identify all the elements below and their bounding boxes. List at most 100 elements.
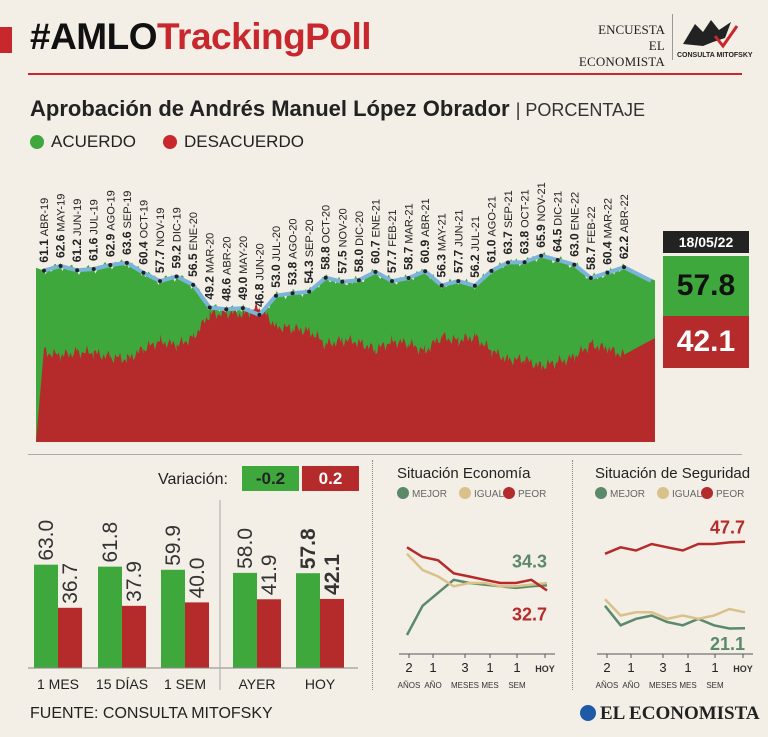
x-tick-top: 3 — [659, 660, 666, 675]
bar-category: 1 SEM — [164, 676, 206, 692]
point-label: 57.7 FEB-21 — [385, 209, 399, 273]
point-value: 53.0 — [269, 264, 283, 288]
legend-label: PEOR — [716, 489, 744, 500]
point-label: 49.0 MAY-20 — [236, 236, 250, 300]
x-tick-bottom: AÑOS — [398, 681, 421, 690]
eagle-icon — [683, 20, 739, 49]
data-point — [42, 268, 46, 273]
point-value: 54.3 — [302, 260, 316, 284]
bar-agree-label: 57.8 — [297, 528, 320, 569]
point-date: NOV-19 — [155, 208, 167, 247]
bar-disagree-label: 42.1 — [321, 554, 344, 595]
point-value: 58.0 — [352, 249, 366, 273]
end-label-mejor: 34.3 — [512, 551, 547, 571]
point-label-text: 56.5 ENE-20 — [186, 212, 200, 277]
bar-agree — [296, 573, 320, 668]
point-value: 62.6 — [54, 234, 68, 258]
series-line-peor — [406, 546, 548, 592]
point-value: 46.8 — [252, 283, 266, 307]
point-date: AGO-20 — [288, 219, 300, 259]
point-label: 61.2 JUN-19 — [70, 199, 84, 263]
point-value: 61.0 — [484, 239, 498, 263]
data-point — [191, 282, 196, 287]
data-point — [622, 265, 626, 270]
point-label-text: 58.7 MAR-21 — [402, 203, 416, 270]
point-date: DIC-21 — [553, 191, 565, 226]
bar-disagree-label: 40.0 — [186, 558, 209, 599]
bar-disagree — [320, 598, 344, 668]
point-label-text: 65.9 NOV-21 — [534, 182, 548, 248]
point-value: 63.8 — [518, 231, 532, 255]
point-value: 59.2 — [170, 245, 184, 269]
bar-disagree — [257, 599, 281, 668]
current-date: 18/05/22 — [663, 231, 749, 253]
data-point — [158, 279, 162, 284]
point-date: ENE-22 — [569, 192, 581, 231]
point-date: SEP-21 — [503, 190, 515, 228]
point-value: 57.5 — [335, 250, 349, 274]
point-label-text: 58.0 DIC-20 — [352, 211, 366, 272]
data-point — [539, 253, 544, 258]
divider — [572, 460, 574, 690]
publisher-name: EL ECONOMISTA — [578, 38, 665, 69]
point-date: OCT-19 — [138, 200, 150, 239]
brand-logo: EL ECONOMISTA — [580, 703, 760, 725]
point-label-text: 62.9 AGO-19 — [103, 190, 117, 257]
mitofsky-logo: CONSULTA MITOFSKY — [672, 14, 753, 60]
end-label-peor: 32.7 — [512, 604, 547, 624]
point-value: 56.3 — [435, 254, 449, 278]
divider — [372, 460, 374, 690]
bar-agree-label-wrap: 61.8 — [99, 522, 122, 563]
bar-category: 15 DÍAS — [96, 676, 148, 692]
bar-agree-label: 59.9 — [162, 525, 185, 566]
point-value: 57.7 — [385, 249, 399, 273]
point-date: MAR-21 — [404, 203, 416, 243]
point-label: 58.7 MAR-21 — [402, 203, 416, 270]
current-disagree: 42.1 — [663, 316, 749, 368]
bar-disagree — [185, 602, 209, 668]
point-date: JUN-20 — [254, 243, 266, 280]
point-label-text: 53.8 AGO-20 — [286, 219, 300, 286]
legend-label: PEOR — [518, 489, 546, 500]
data-point — [472, 283, 477, 288]
x-tick-bottom: MESES — [649, 681, 677, 690]
point-label-text: 54.3 SEP-20 — [302, 219, 316, 283]
point-date: NOV-21 — [536, 182, 548, 221]
point-value: 63.7 — [501, 231, 515, 255]
x-tick-bottom: HOY — [535, 664, 555, 674]
brand-e-icon — [580, 705, 596, 721]
data-point — [522, 260, 527, 265]
point-value: 61.1 — [37, 239, 51, 263]
point-value: 56.5 — [186, 253, 200, 277]
point-label-text: 57.5 NOV-20 — [335, 208, 349, 274]
point-label-text: 59.2 DIC-19 — [170, 207, 184, 268]
x-tick-bottom: MES — [679, 681, 696, 690]
bar-disagree-label: 37.9 — [123, 561, 146, 602]
point-label-text: 63.6 SEP-19 — [120, 191, 134, 255]
x-tick-top: 1 — [486, 660, 493, 675]
point-label-text: 62.6 MAY-19 — [54, 194, 68, 258]
variation-disagree: 0.2 — [302, 466, 359, 491]
point-value: 61.6 — [87, 237, 101, 261]
point-value: 63.0 — [567, 233, 581, 257]
point-value: 53.8 — [286, 262, 300, 286]
bar-agree — [233, 572, 257, 668]
data-point — [506, 260, 510, 265]
data-point — [307, 289, 312, 294]
bar-disagree-label-wrap: 36.7 — [59, 563, 82, 604]
point-date: MAY-20 — [238, 236, 250, 274]
point-label: 60.4 MAR-22 — [600, 198, 614, 265]
point-value: 56.2 — [468, 254, 482, 278]
point-label: 65.9 NOV-21 — [534, 182, 548, 248]
bar-disagree-label-wrap: 41.9 — [258, 554, 281, 595]
page-title: #AMLOTrackingPoll — [30, 16, 372, 58]
legend-agree: ACUERDO — [30, 132, 136, 152]
bar-agree-label: 61.8 — [99, 522, 122, 563]
point-label-text: 60.7 ENE-21 — [368, 199, 382, 264]
point-label: 57.7 JUN-21 — [451, 209, 465, 273]
legend-dot — [701, 487, 713, 499]
subtitle-main: Aprobación de Andrés Manuel López Obrado… — [30, 96, 510, 121]
point-date: ABR-21 — [420, 198, 432, 237]
x-tick-top: 1 — [627, 660, 634, 675]
